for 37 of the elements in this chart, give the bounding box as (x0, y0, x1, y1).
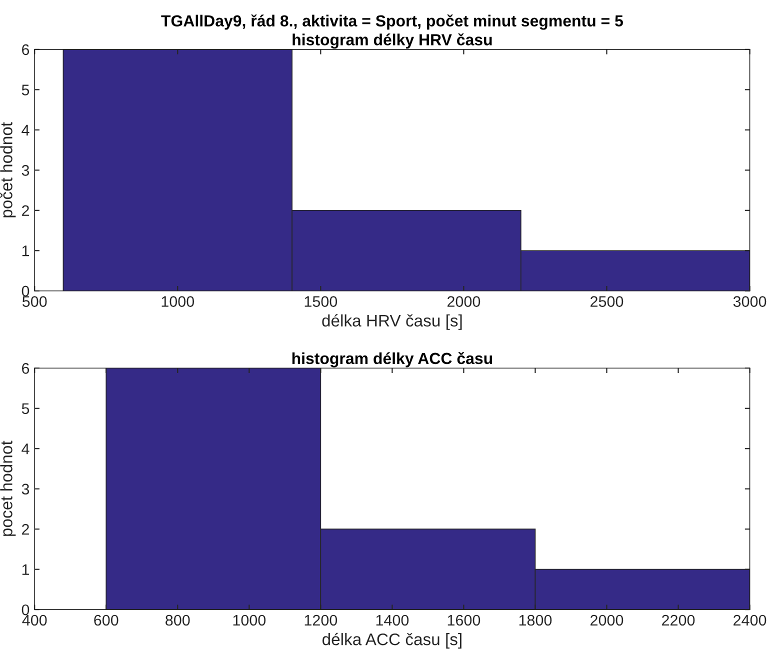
y-axis-title: počet hodnot (0, 122, 16, 218)
x-tick-label: 1600 (448, 614, 480, 626)
x-axis-title: délka ACC času [s] (322, 632, 462, 649)
x-tick-label: 800 (166, 614, 190, 626)
x-tick-label: 1000 (233, 614, 266, 626)
y-tick-label: 4 (22, 444, 30, 454)
x-tick-label: 1400 (376, 614, 409, 626)
x-tick-label: 1000 (162, 296, 194, 307)
x-axis-title: délka HRV času [s] (322, 314, 462, 330)
x-tick-label: 2500 (590, 296, 624, 307)
x-tick-label: 2200 (662, 614, 695, 626)
y-tick-label: 6 (22, 363, 30, 374)
y-axis-title: pocet hodnot (0, 440, 16, 536)
y-tick-label: 5 (22, 403, 30, 414)
x-tick-label: 2000 (447, 296, 480, 307)
y-tick-label: 4 (22, 124, 30, 136)
chart-title: TGAllDay9, řád 8., aktivita = Sport, počet minut segmentu = 5 histogram délky HRV času (161, 14, 623, 49)
y-tick-label: 1 (22, 564, 29, 575)
y-tick-label: 3 (22, 165, 30, 176)
x-tick-label: 600 (94, 614, 118, 626)
x-tick-label: 400 (22, 614, 47, 626)
x-tick-label: 1800 (519, 614, 552, 626)
x-tick-label: 1500 (304, 296, 338, 307)
y-tick-label: 5 (22, 84, 30, 96)
y-tick-label: 0 (22, 604, 30, 616)
x-tick-label: 500 (22, 296, 47, 307)
x-tick-label: 2400 (734, 614, 766, 626)
x-tick-label: 3000 (733, 296, 766, 307)
y-tick-label: 3 (22, 484, 30, 495)
y-tick-label: 6 (22, 44, 30, 56)
chart-title: histogram délky ACC času (292, 352, 492, 368)
y-tick-label: 2 (22, 524, 29, 535)
y-tick-label: 1 (22, 246, 29, 256)
y-tick-label: 2 (22, 205, 29, 216)
x-tick-label: 2000 (590, 614, 624, 626)
x-tick-label: 1200 (304, 614, 338, 626)
y-tick-label: 0 (22, 286, 30, 297)
